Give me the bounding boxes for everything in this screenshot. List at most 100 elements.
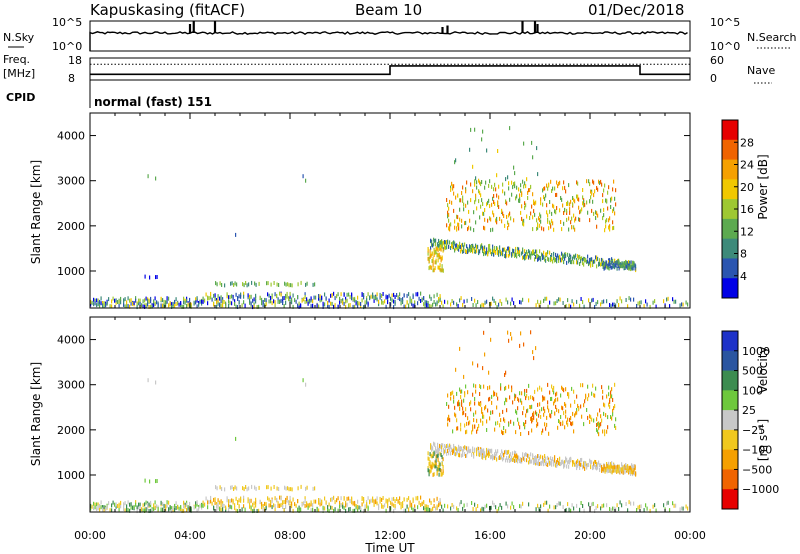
data-cell (626, 467, 628, 471)
data-cell (616, 299, 618, 304)
data-cell (569, 210, 571, 215)
data-cell (471, 244, 473, 249)
data-cell (499, 412, 501, 417)
data-cell (187, 302, 189, 307)
data-cell (601, 385, 603, 390)
colorbar-tick-label: 24 (740, 159, 754, 172)
data-cell (484, 300, 486, 305)
data-cell (498, 252, 500, 257)
data-cell (456, 391, 458, 396)
data-cell (433, 249, 435, 254)
data-cell (549, 413, 551, 418)
data-cell (597, 465, 599, 470)
data-cell (459, 402, 461, 407)
data-cell (543, 195, 545, 200)
data-cell (451, 299, 453, 303)
data-cell (523, 456, 525, 461)
data-cell (468, 446, 470, 451)
data-cell (528, 249, 530, 254)
data-cell (454, 446, 456, 451)
data-cell (280, 502, 282, 507)
data-cell (524, 453, 526, 458)
data-cell (649, 508, 651, 513)
data-cell (441, 255, 443, 260)
x-tick-label: 04:00 (174, 529, 206, 542)
data-cell (579, 303, 581, 308)
data-cell (470, 248, 472, 253)
data-cell (493, 200, 495, 204)
data-cell (112, 296, 114, 301)
station-title: Kapuskasing (fitACF) (90, 1, 245, 19)
data-cell (219, 485, 221, 490)
data-cell (306, 501, 308, 506)
data-cell (575, 216, 577, 221)
data-cell (482, 421, 484, 426)
power-ylabel: Slant Range [km] (29, 160, 43, 264)
data-cell (160, 507, 162, 512)
data-cell (528, 255, 530, 260)
data-cell (163, 503, 165, 508)
noise-panel: N.Sky 10^5 10^0 10^5 10^0 N.Search (3, 16, 797, 53)
data-cell (537, 223, 539, 228)
data-cell (370, 294, 372, 299)
data-cell (150, 296, 152, 301)
data-cell (493, 249, 495, 254)
data-cell (579, 217, 581, 222)
data-cell (434, 442, 436, 447)
data-cell (488, 397, 490, 402)
data-cell (519, 458, 521, 463)
data-cell (535, 455, 537, 460)
data-cell (103, 304, 105, 309)
data-cell (306, 297, 308, 302)
data-cell (312, 303, 314, 308)
data-cell (184, 298, 186, 303)
data-cell (411, 502, 413, 507)
cpid-text: normal (fast) 151 (94, 95, 212, 109)
data-cell (467, 390, 469, 395)
data-cell (442, 304, 444, 309)
data-cell (645, 503, 647, 508)
freq-trace (90, 63, 690, 76)
data-cell (314, 486, 316, 491)
data-cell (145, 296, 147, 301)
data-cell (280, 292, 282, 297)
data-cell (501, 505, 503, 510)
data-cell (559, 297, 561, 302)
data-cell (509, 458, 511, 463)
data-cell (148, 305, 150, 309)
data-cell (550, 461, 552, 466)
data-cell (524, 425, 526, 430)
data-cell (539, 255, 541, 260)
data-cell (492, 456, 494, 461)
data-cell (565, 304, 567, 308)
data-cell (623, 266, 625, 271)
data-cell (229, 504, 231, 509)
data-cell (310, 304, 312, 309)
data-cell (461, 453, 463, 458)
data-cell (216, 504, 218, 509)
data-cell (475, 197, 477, 202)
data-cell (496, 173, 498, 178)
data-cell (106, 505, 108, 510)
data-cell (554, 455, 556, 460)
data-cell (501, 455, 503, 460)
data-cell (514, 171, 516, 176)
data-cell (217, 502, 219, 507)
data-cell (601, 300, 603, 305)
data-cell (498, 250, 500, 255)
data-cell (324, 292, 326, 297)
data-cell (582, 300, 584, 304)
data-cell (273, 281, 275, 285)
data-cell (609, 399, 611, 404)
data-cell (602, 258, 604, 263)
data-cell (494, 245, 496, 250)
data-cell (547, 405, 549, 410)
data-cell (572, 196, 574, 200)
data-cell (441, 472, 443, 477)
data-cell (288, 283, 290, 288)
data-cell (597, 300, 599, 305)
data-cell (145, 500, 147, 505)
data-cell (216, 508, 218, 513)
data-cell (465, 407, 467, 412)
data-cell (655, 508, 657, 513)
